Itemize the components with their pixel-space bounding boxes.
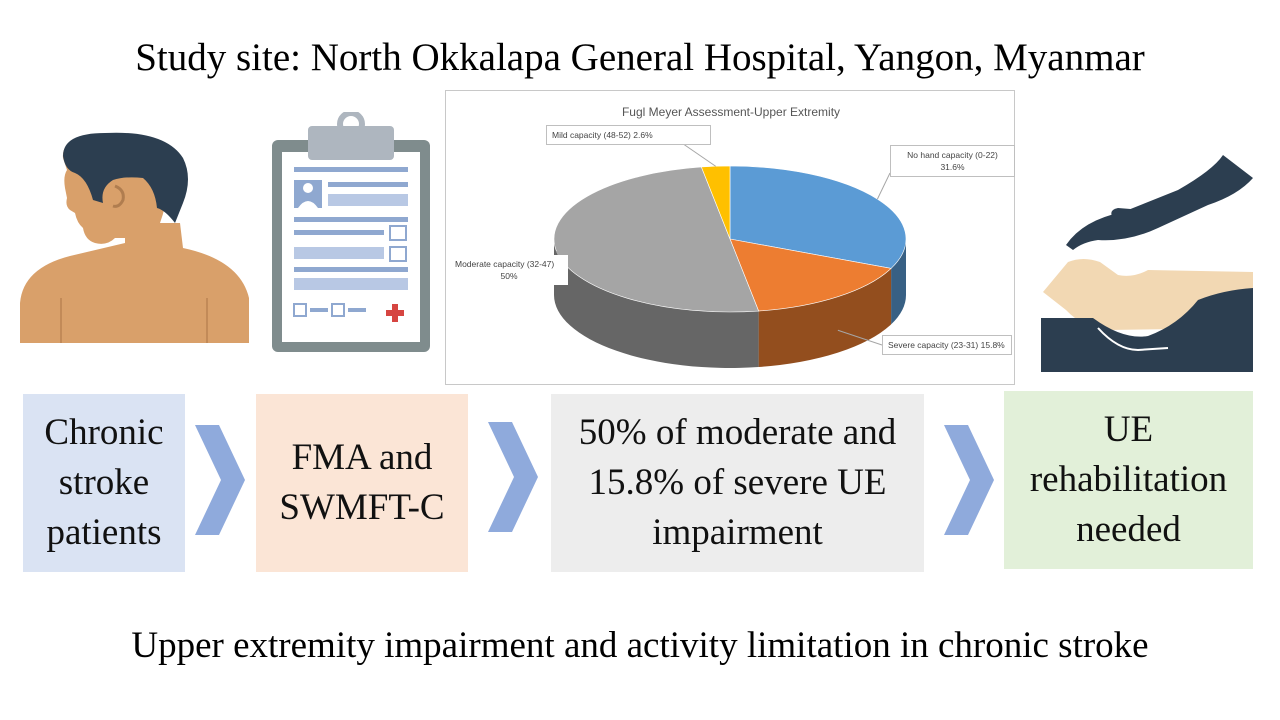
callout-severe: Severe capacity (23-31) 15.8% bbox=[882, 335, 1012, 355]
callout-no-hand: No hand capacity (0-22) 31.6% bbox=[890, 145, 1015, 177]
callout-mild: Mild capacity (48-52) 2.6% bbox=[546, 125, 711, 145]
leader-line-severe bbox=[837, 329, 883, 346]
chevron-right-icon bbox=[195, 425, 245, 535]
flow-step-rehabilitation: UE rehabilitation needed bbox=[1004, 391, 1253, 569]
slice-value-mild: 2.6% bbox=[633, 130, 653, 140]
flow-step-rehabilitation-label: UE rehabilitation needed bbox=[1029, 409, 1228, 550]
flow-step-assessment: FMA and SWMFT-C bbox=[256, 394, 468, 572]
slice-label-severe: Severe capacity (23-31) bbox=[888, 340, 979, 350]
flow-step-patients-label: Chronic stroke patients bbox=[44, 412, 164, 553]
slice-value-moderate: 50% bbox=[500, 271, 518, 281]
hands-therapy-icon bbox=[1041, 155, 1253, 372]
callout-moderate: Moderate capacity (32-47) 50% bbox=[450, 255, 568, 285]
footer-title: Upper extremity impairment and activity … bbox=[131, 625, 1149, 666]
pie-slice-no bbox=[729, 165, 907, 269]
flow-step-patients: Chronic stroke patients bbox=[23, 394, 185, 572]
slice-label-no-hand: No hand capacity (0-22) bbox=[907, 150, 998, 160]
patient-profile-icon bbox=[20, 132, 249, 343]
chevron-right-icon bbox=[944, 425, 994, 535]
pie-side-no bbox=[891, 239, 906, 325]
clipboard-form-icon bbox=[272, 112, 430, 352]
flow-step-impairment: 50% of moderate and 15.8% of severe UE i… bbox=[551, 394, 924, 572]
slice-label-mild: Mild capacity (48-52) bbox=[552, 130, 631, 140]
chart-title: Fugl Meyer Assessment-Upper Extremity bbox=[621, 105, 841, 119]
flow-step-impairment-label: 50% of moderate and 15.8% of severe UE i… bbox=[578, 412, 897, 553]
chevron-right-icon bbox=[488, 422, 538, 532]
slice-value-severe: 15.8% bbox=[980, 340, 1005, 350]
pie-slice-severe bbox=[729, 238, 892, 312]
pie-side-severe bbox=[758, 268, 892, 368]
flow-step-assessment-label: FMA and SWMFT-C bbox=[279, 437, 445, 528]
slice-value-no-hand: 31.6% bbox=[940, 162, 965, 172]
page-title: Study site: North Okkalapa General Hospi… bbox=[135, 36, 1145, 79]
pie-slice-mild bbox=[700, 165, 731, 240]
pie-side-moderate bbox=[554, 239, 759, 368]
pie-chart bbox=[553, 138, 907, 368]
pie-chart-panel: Fugl Meyer Assessment-Upper Extremity Mi… bbox=[445, 90, 1015, 385]
leader-line-no bbox=[876, 172, 891, 200]
slice-label-moderate: Moderate capacity (32-47) bbox=[455, 259, 555, 269]
